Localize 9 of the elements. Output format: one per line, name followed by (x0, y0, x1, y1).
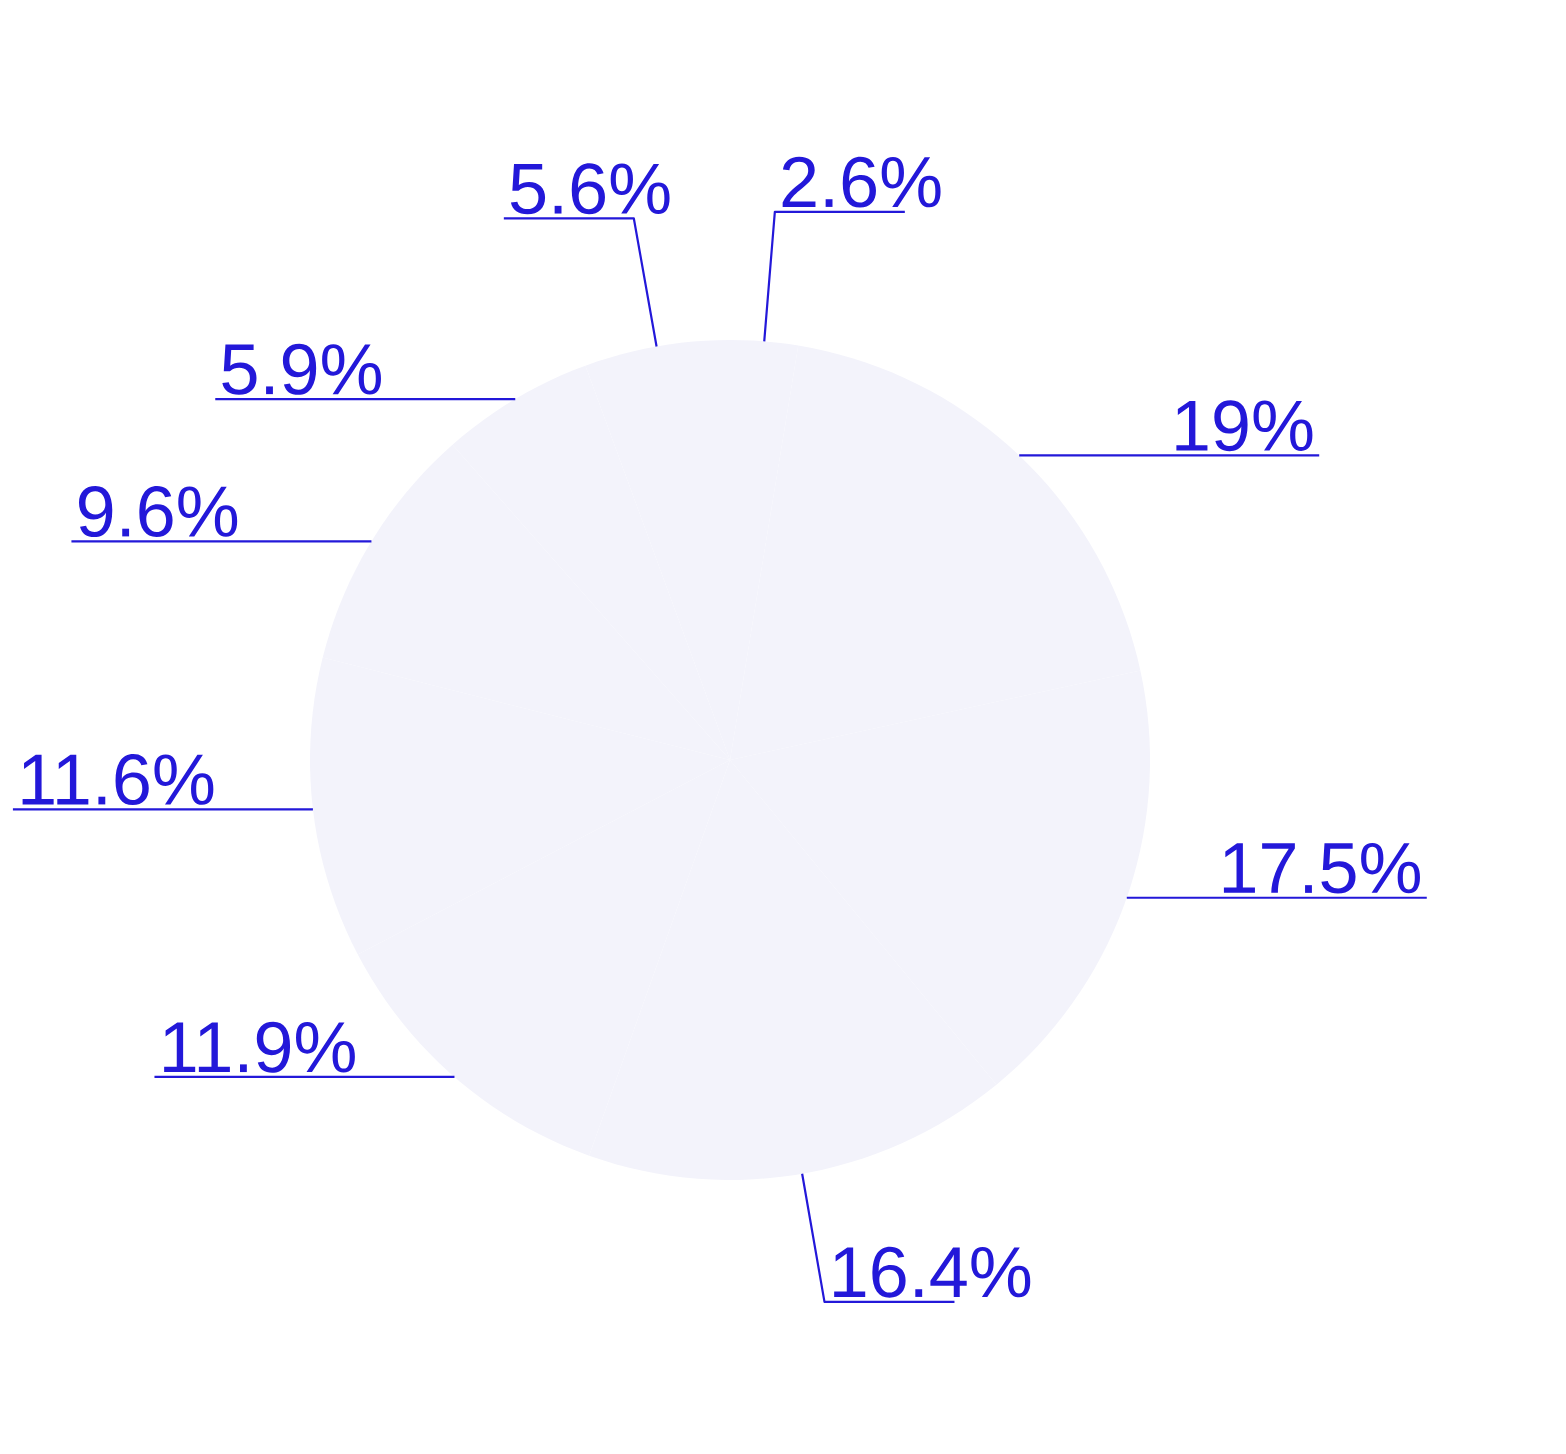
data-label: 5.9% (222, 343, 381, 395)
data-label: 11.6% (22, 754, 214, 806)
data-label: 11.9% (164, 1021, 355, 1073)
data-label: 16.4% (834, 1246, 1031, 1298)
data-label: 9.6% (79, 486, 238, 538)
data-label: 17.5% (1223, 842, 1420, 894)
data-label: 19% (1176, 400, 1313, 452)
data-label: 2.6% (782, 156, 941, 208)
data-label: 5.6% (510, 163, 670, 215)
